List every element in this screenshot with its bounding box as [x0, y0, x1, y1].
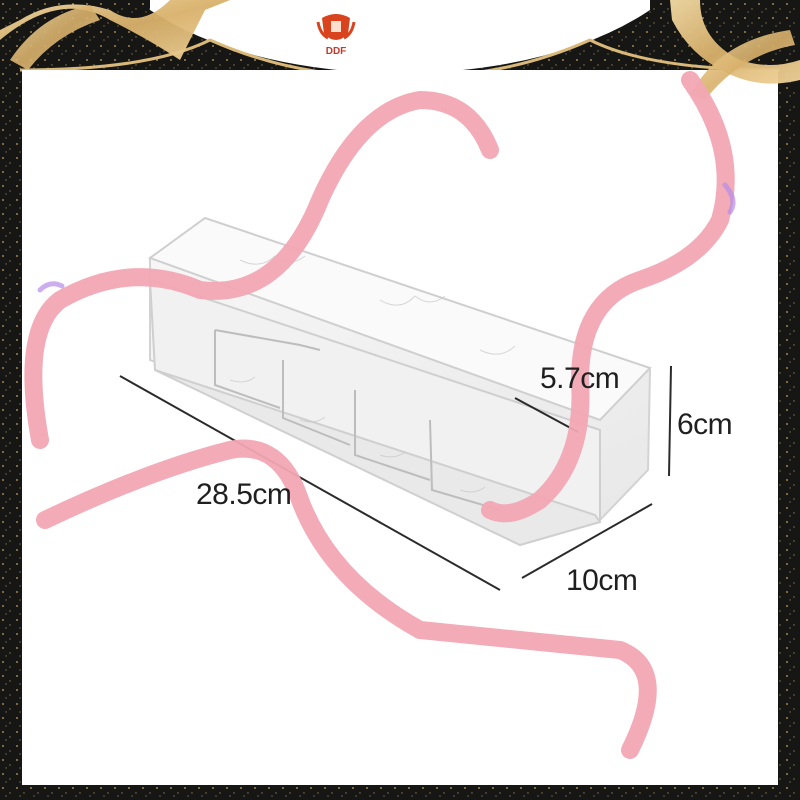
dividers [214, 329, 501, 511]
gold-ribbon-right [670, 0, 800, 84]
dimension-lines [119, 365, 672, 591]
violet-edge-2 [722, 182, 736, 215]
violet-edge-1 [37, 281, 65, 293]
pink-ribbon-top [24, 90, 499, 449]
texture [229, 255, 516, 493]
panel-top-fill [22, 70, 778, 80]
pink-ribbon-bottom [36, 439, 657, 759]
height-dimension-line [668, 365, 672, 477]
top-panel [150, 0, 650, 74]
width-dimension-line [119, 375, 501, 591]
depth-label: 10cm [566, 564, 638, 597]
brand-name: DDF [325, 46, 347, 57]
inner-height-dimension-line [514, 397, 579, 433]
height-label: 6cm [677, 408, 733, 441]
gold-ribbon-left [0, 0, 230, 60]
inner-height-label: 5.7cm [540, 362, 620, 395]
depth-dimension-line [521, 503, 653, 579]
pink-ribbons [24, 71, 736, 759]
gold-ribbon-right-2 [690, 30, 795, 100]
gold-ribbon-left-2 [10, 5, 100, 70]
shield-crest-logo-icon [316, 14, 356, 40]
width-label: 28.5cm [196, 478, 292, 511]
